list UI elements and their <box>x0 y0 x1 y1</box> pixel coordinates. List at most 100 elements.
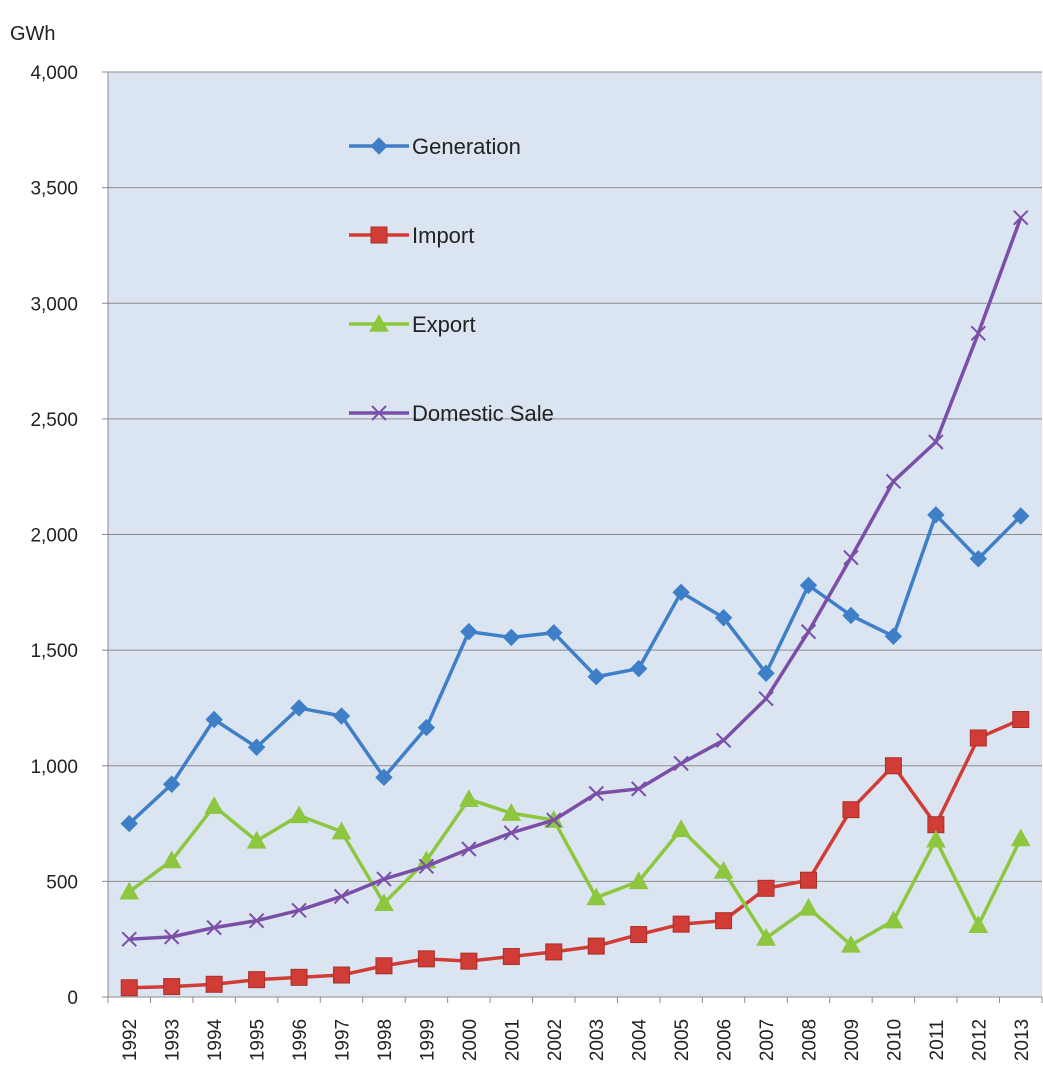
x-tick-label: 2010 <box>884 1019 905 1061</box>
generation-point <box>460 622 478 641</box>
generation-point <box>502 628 521 647</box>
domestic-sale-point <box>376 871 392 887</box>
import-point <box>248 971 266 989</box>
x-tick-label: 2009 <box>842 1019 863 1061</box>
export-point <box>1010 828 1031 847</box>
import-point <box>630 926 648 944</box>
import-point <box>460 952 478 970</box>
x-tick-label: 2008 <box>800 1019 821 1061</box>
legend-marker-domestic-sale <box>371 405 387 421</box>
domestic-sale-point <box>758 690 774 707</box>
domestic-sale-point <box>800 623 817 640</box>
legend-marker-import <box>370 226 388 244</box>
export-point <box>246 830 267 849</box>
export-line <box>128 797 1023 947</box>
generation-point <box>884 627 903 645</box>
legend-label-import: Import <box>412 223 474 248</box>
generation-point <box>927 506 945 524</box>
x-tick-label: 1998 <box>375 1019 396 1061</box>
generation-point <box>375 768 393 787</box>
y-tick-label: 2,500 <box>30 410 78 431</box>
import-point <box>545 943 563 961</box>
import-point <box>120 979 138 997</box>
x-tick-label: 2005 <box>672 1019 693 1061</box>
export-point <box>968 915 989 934</box>
legend-marker-generation <box>370 137 388 155</box>
generation-point <box>672 583 690 602</box>
domestic-sale-point <box>588 785 604 802</box>
domestic-sale-point <box>1013 209 1029 226</box>
domestic-sale-point <box>546 812 562 828</box>
import-point <box>715 912 733 930</box>
y-tick-label: 3,000 <box>30 294 78 315</box>
generation-point <box>1012 507 1030 525</box>
x-tick-label: 2011 <box>927 1020 948 1061</box>
export-point <box>501 803 522 821</box>
generation-point <box>799 576 818 595</box>
generation-point <box>162 775 181 793</box>
y-tick-label: 3,500 <box>30 179 78 200</box>
generation-point <box>417 718 436 737</box>
generation-point <box>714 609 733 627</box>
x-tick-label: 2003 <box>587 1019 608 1061</box>
series <box>119 209 1031 997</box>
x-tick-label: 2002 <box>545 1019 566 1061</box>
export-point <box>926 829 946 848</box>
legend-label-domestic-sale: Domestic Sale <box>412 401 554 426</box>
domestic-sale-point <box>206 919 222 936</box>
import-point <box>969 729 987 747</box>
x-tick-label: 2004 <box>630 1018 651 1061</box>
y-tick-label: 4,000 <box>30 63 78 84</box>
export-point <box>459 789 479 807</box>
x-tick-label: 2007 <box>757 1019 778 1061</box>
domestic-sale-point <box>843 549 859 566</box>
import-point <box>757 879 775 897</box>
generation-point <box>545 624 563 642</box>
export-point <box>161 850 182 869</box>
export-point <box>756 928 776 946</box>
import-point <box>205 975 223 993</box>
export-point <box>289 805 309 824</box>
x-tick-label: 2006 <box>715 1019 736 1061</box>
export-point <box>331 821 352 840</box>
domestic-sale-point <box>163 929 180 945</box>
domestic-sale-point <box>885 473 902 490</box>
import-point <box>290 968 308 986</box>
domestic-sale-point <box>248 912 265 929</box>
domestic-sale-point <box>715 732 732 749</box>
x-tick-label: 1995 <box>248 1019 269 1061</box>
export-point <box>374 893 394 912</box>
export-point <box>628 871 649 890</box>
export-point <box>841 934 861 953</box>
domestic-sale-point <box>673 755 689 772</box>
import-point <box>1012 711 1030 728</box>
x-tick-label: 1997 <box>333 1019 354 1061</box>
import-point <box>375 957 393 975</box>
import-point <box>417 950 435 968</box>
generation-point <box>629 659 648 678</box>
export-point <box>119 881 140 900</box>
x-axis-ticks: 1992 1993 1994 1995 1996 1997 1998 1999 2000 2001… <box>120 1018 1033 1061</box>
import-point <box>587 937 605 955</box>
domestic-sale-point <box>503 825 520 841</box>
legend-marker-export <box>369 313 389 332</box>
domestic-sale-point <box>461 841 477 857</box>
legend-label-generation: Generation <box>412 134 521 159</box>
import-point <box>163 978 181 996</box>
import-point <box>333 966 350 984</box>
import-point <box>672 915 690 933</box>
x-tick-label: 1994 <box>205 1018 226 1061</box>
generation-point <box>120 814 138 833</box>
legend: Generation Import Export Domestic Sale <box>349 134 554 426</box>
export-point <box>586 887 607 906</box>
import-line <box>129 717 1022 990</box>
y-tick-label: 1,500 <box>30 641 78 662</box>
y-tick-label: 0 <box>67 988 78 1009</box>
domestic-sale-point <box>121 931 137 947</box>
x-tick-label: 1993 <box>163 1019 184 1061</box>
import-point <box>842 801 860 819</box>
y-tick-label: 500 <box>46 872 78 893</box>
y-axis-ticks: 4,000 3,500 3,000 2,500 2,000 1,500 1,000 500 0 <box>30 63 78 1009</box>
generation-point <box>332 707 351 725</box>
